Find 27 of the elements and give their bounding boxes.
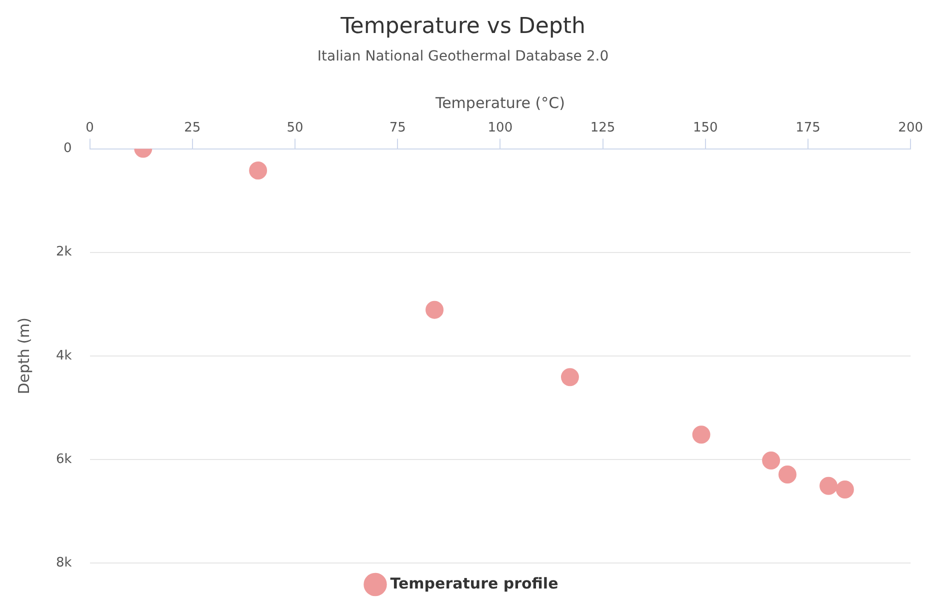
point	[762, 451, 780, 470]
legend-label: Temperature profile	[390, 574, 558, 592]
point	[249, 162, 268, 180]
point	[836, 480, 854, 498]
y-tick-label: 0	[64, 141, 72, 156]
chart-title: Temperature vs Depth	[340, 14, 586, 39]
x-tick-label: 175	[796, 120, 820, 136]
x-tick-label: 125	[590, 120, 616, 136]
point	[692, 426, 710, 444]
x-tick-label: 25	[184, 120, 201, 136]
point	[560, 368, 579, 386]
x-tick-label: 150	[692, 120, 718, 136]
point	[820, 476, 838, 495]
point	[778, 465, 796, 484]
x-tick-label: 0	[86, 120, 94, 136]
point	[426, 300, 444, 319]
x-tick-label: 200	[898, 120, 924, 136]
x-tick-label: 100	[488, 120, 513, 136]
y-tick-label: 8k	[56, 555, 72, 570]
x-axis-title: Temperature (°C)	[434, 94, 565, 112]
x-tick-label: 75	[389, 120, 406, 136]
y-tick-label: 6k	[56, 452, 72, 467]
y-tick-label: 4k	[56, 348, 72, 364]
y-tick-label: 2k	[56, 244, 72, 260]
chart-subtitle: Italian National Geothermal Database 2.0	[317, 48, 609, 64]
x-tick-label: 50	[286, 120, 304, 136]
y-axis-title: Depth (m)	[14, 318, 33, 394]
